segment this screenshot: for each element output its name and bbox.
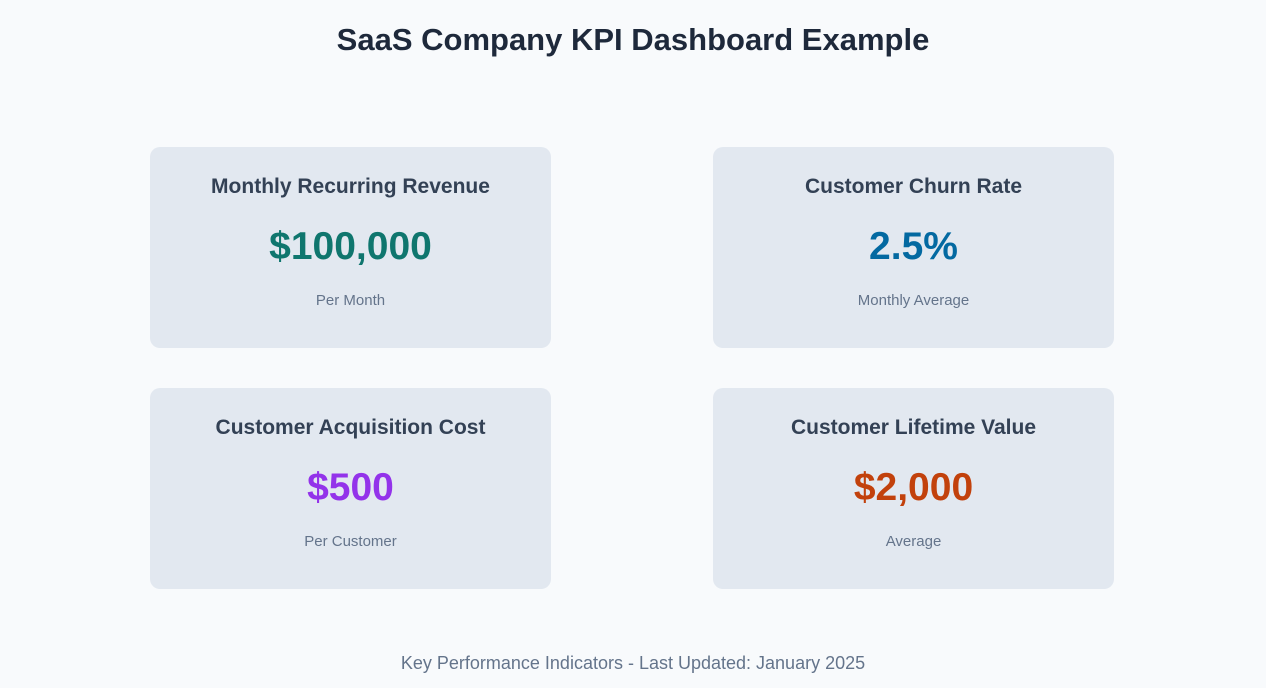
kpi-subtitle: Average	[885, 533, 942, 550]
kpi-card-clv: Customer Lifetime Value $2,000 Average	[713, 388, 1114, 589]
kpi-card-cac: Customer Acquisition Cost $500 Per Custo…	[150, 388, 551, 589]
kpi-subtitle: Per Customer	[304, 533, 397, 550]
kpi-label: Customer Lifetime Value	[790, 416, 1037, 439]
page-title: SaaS Company KPI Dashboard Example	[336, 22, 930, 57]
kpi-label: Monthly Recurring Revenue	[211, 175, 490, 198]
kpi-subtitle: Monthly Average	[857, 292, 970, 309]
kpi-value: $2,000	[853, 466, 974, 509]
kpi-label: Customer Acquisition Cost	[215, 416, 486, 439]
kpi-subtitle: Per Month	[315, 292, 386, 309]
kpi-value: $500	[307, 466, 394, 509]
kpi-value: 2.5%	[869, 225, 958, 268]
kpi-grid: Monthly Recurring Revenue $100,000 Per M…	[150, 147, 1114, 589]
kpi-label: Customer Churn Rate	[804, 175, 1023, 198]
kpi-card-mrr: Monthly Recurring Revenue $100,000 Per M…	[150, 147, 551, 348]
kpi-card-churn: Customer Churn Rate 2.5% Monthly Average	[713, 147, 1114, 348]
footer-note: Key Performance Indicators - Last Update…	[400, 653, 866, 673]
kpi-value: $100,000	[269, 225, 432, 268]
